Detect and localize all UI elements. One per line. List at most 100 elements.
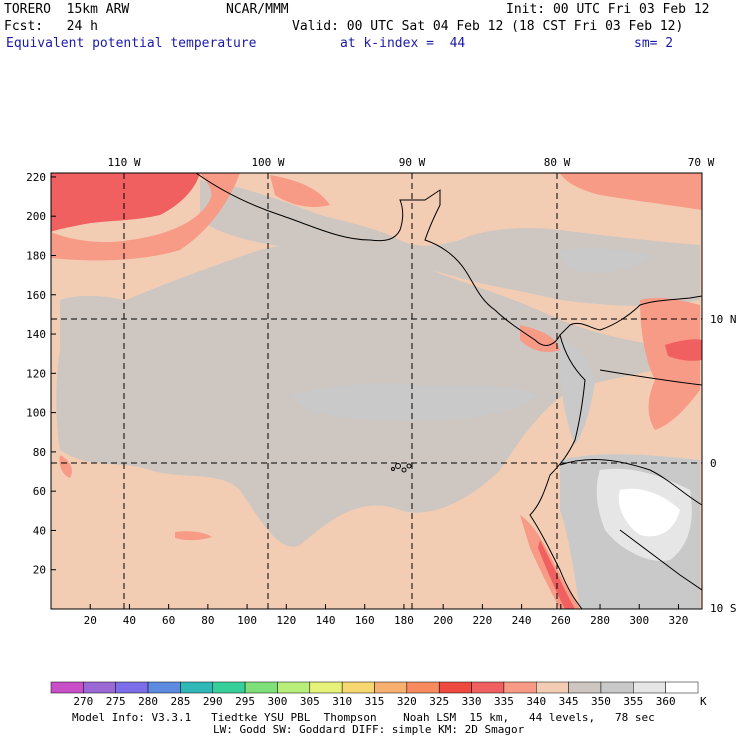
colorbar-swatch [471, 681, 505, 694]
x-tick-label: 300 [629, 614, 649, 627]
colorbar-swatch [536, 681, 569, 694]
colorbar-swatch [600, 681, 634, 694]
y-tick-label: 200 [26, 210, 46, 223]
colorbar-swatch [83, 681, 116, 694]
colorbar-label: 275 [106, 695, 126, 708]
colorbar-swatch [212, 681, 246, 694]
smoothing-label: sm= 2 [634, 36, 674, 51]
colorbar-swatch [406, 681, 440, 694]
colorbar-swatch [50, 681, 84, 694]
lat-label: 10 N [710, 313, 737, 326]
colorbar-label: 310 [332, 695, 352, 708]
model-info-line2: LW: Godd SW: Goddard DIFF: simple KM: 2D… [213, 723, 525, 736]
level-label: at k-index = 44 [340, 36, 466, 51]
lon-label: 110 W [107, 156, 140, 169]
x-tick-label: 220 [472, 614, 492, 627]
theta-e-region-red [665, 339, 702, 361]
galapagos-islands [391, 463, 412, 473]
y-tick-label: 80 [33, 446, 46, 459]
x-tick-label: 160 [355, 614, 375, 627]
theta-e-map: 110 W 100 W 90 W 80 W 70 W 10 N 0 10 S 2… [26, 156, 737, 627]
theta-e-region-red [51, 173, 200, 232]
theta-e-region-lightgray [290, 383, 540, 421]
graticule [51, 173, 702, 609]
y-tick-label: 20 [33, 564, 46, 577]
field-name: Equivalent potential temperature [6, 36, 257, 51]
colorbar-swatch [665, 681, 699, 694]
theta-e-region-pink [270, 175, 330, 207]
colorbar-unit: K [700, 695, 707, 708]
forecast-hour: Fcst: 24 h [4, 19, 98, 34]
x-tick-label: 120 [276, 614, 296, 627]
colorbar-swatch [244, 681, 278, 694]
colorbar-swatch [309, 681, 343, 694]
colorbar-swatch [115, 681, 149, 694]
colorbar-label: 345 [559, 695, 579, 708]
colorbar-label: 300 [268, 695, 288, 708]
theta-e-region-pink [640, 297, 700, 430]
coastline [195, 173, 702, 609]
x-tick-label: 60 [162, 614, 175, 627]
colorbar-swatch [277, 681, 311, 694]
colorbar-label: 285 [170, 695, 190, 708]
x-tick-label: 240 [512, 614, 532, 627]
colorbar-swatch [374, 681, 408, 694]
x-tick-label: 260 [551, 614, 571, 627]
lon-label: 90 W [399, 156, 426, 169]
y-tick-label: 120 [26, 367, 46, 380]
lat-label: 10 S [710, 602, 737, 615]
colorbar-label: 335 [494, 695, 514, 708]
colorbar-swatch [180, 681, 213, 694]
model-info-line1: Model Info: V3.3.1 Tiedtke YSU PBL Thomp… [72, 711, 655, 724]
colorbar-label: 290 [203, 695, 223, 708]
lon-label: 80 W [544, 156, 571, 169]
x-tick-label: 200 [433, 614, 453, 627]
y-tick-label: 40 [33, 524, 46, 537]
colorbar-swatch [438, 681, 472, 694]
theta-e-region-pink [59, 455, 72, 478]
theta-e-region-gray [200, 180, 700, 306]
colorbar-label: 270 [73, 695, 93, 708]
init-time: Init: 00 UTC Fri 03 Feb 12 [506, 2, 710, 17]
theta-e-region-lightgray [560, 340, 595, 445]
colorbar-label: 355 [623, 695, 643, 708]
colorbar-label: 295 [235, 695, 255, 708]
y-tick-label: 180 [26, 249, 46, 262]
colorbar-label: 320 [397, 695, 417, 708]
colorbar-label: 280 [138, 695, 158, 708]
lat-label: 0 [710, 457, 717, 470]
colorbar-label: 360 [656, 695, 676, 708]
lon-label: 70 W [688, 156, 715, 169]
y-tick-label: 100 [26, 407, 46, 420]
valid-time: Valid: 00 UTC Sat 04 Feb 12 (18 CST Fri … [292, 19, 684, 34]
center-label: NCAR/MMM [226, 2, 289, 17]
y-tick-label: 160 [26, 289, 46, 302]
x-tick-label: 320 [669, 614, 689, 627]
theta-e-region-pink [560, 173, 702, 210]
theta-e-region-lightgray [559, 247, 650, 273]
theta-e-region-gray [60, 295, 220, 358]
map-frame [50, 172, 703, 610]
colorbar-label: 330 [462, 695, 482, 708]
x-tick-label: 280 [590, 614, 610, 627]
y-tick-label: 60 [33, 485, 46, 498]
x-tick-label: 40 [123, 614, 136, 627]
colorbar-label: 340 [526, 695, 546, 708]
colorbar-label: 325 [429, 695, 449, 708]
x-tick-label: 100 [237, 614, 257, 627]
theta-e-region-pink [175, 531, 212, 541]
x-tick-label: 140 [316, 614, 336, 627]
colorbar-swatch [341, 681, 375, 694]
theta-e-region-pink [51, 173, 240, 261]
colorbar-swatch [568, 681, 602, 694]
colorbar-swatch [633, 681, 666, 694]
theta-e-region-white [618, 488, 680, 537]
colorbar-label: 305 [300, 695, 320, 708]
lon-label: 100 W [251, 156, 284, 169]
x-tick-label: 20 [84, 614, 97, 627]
x-tick-label: 80 [201, 614, 214, 627]
y-tick-label: 220 [26, 171, 46, 184]
colorbar-swatch [503, 681, 537, 694]
x-tick-label: 180 [394, 614, 414, 627]
